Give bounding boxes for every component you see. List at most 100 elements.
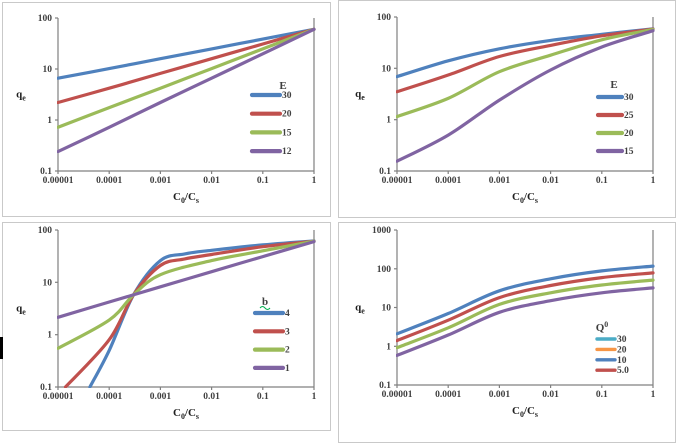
y-tick-label: 0.1	[379, 381, 391, 391]
legend-label: 4	[285, 309, 290, 319]
x-tick-label: 1	[651, 390, 656, 400]
x-tick-label: 0.0001	[96, 392, 122, 402]
x-tick-label: 0.1	[257, 176, 269, 186]
legend-title: b	[262, 296, 268, 308]
y-tick-label: 0.1	[40, 383, 52, 393]
x-axis-title: C0/Cs	[512, 405, 538, 419]
y-tick-label: 10	[382, 64, 392, 74]
x-tick-label: 0.01	[542, 390, 559, 400]
legend-label: 2	[285, 346, 290, 356]
legend-title: E	[610, 79, 617, 91]
x-tick-label: 0.00001	[382, 176, 413, 186]
legend: b 4 3 2 1	[252, 296, 290, 374]
x-tick-label: 0.001	[150, 392, 172, 402]
legend-label: 20	[282, 110, 292, 120]
plot-area	[57, 239, 316, 388]
legend-label: 30	[624, 93, 634, 103]
chart-panel-bottom-left[interactable]: 0.00001 0.0001 0.001 0.01 0.1 1 0.1 1 10 100 C0/Cs…	[2, 222, 331, 431]
legend-label: 5.0	[617, 366, 629, 376]
chart-bottom-left: 0.00001 0.0001 0.001 0.01 0.1 1 0.1 1 10 100 C0/Cs…	[16, 226, 317, 421]
y-tick-label: 1	[47, 331, 52, 341]
y-tick-label: 1	[386, 342, 391, 352]
grammar-squiggle-underline	[259, 306, 271, 310]
x-tick-label: 0.00001	[43, 176, 74, 186]
legend-label: 12	[282, 147, 292, 157]
x-tick-label: 0.1	[596, 390, 608, 400]
legend-label: 15	[282, 128, 292, 138]
legend-label: 20	[617, 345, 627, 355]
x-tick-label: 0.001	[489, 390, 511, 400]
x-axis-title: C0/Cs	[512, 191, 538, 205]
legend-label: 1	[285, 364, 290, 374]
series-line-4	[88, 239, 316, 388]
x-tick-label: 0.01	[203, 176, 220, 186]
chart-top-left: 0.00001 0.0001 0.001 0.01 0.1 1 0.1 1 10 100 C0/Cs…	[16, 14, 317, 205]
legend: E30 20 15 12	[249, 80, 292, 157]
y-tick-label: 0.1	[40, 167, 52, 177]
plot-area	[396, 27, 655, 163]
y-tick-label: 10	[382, 304, 392, 314]
y-tick-label: 0.1	[379, 167, 391, 177]
x-tick-label: 0.1	[596, 176, 608, 186]
legend-title: E	[279, 80, 286, 92]
series-line-line-2	[396, 271, 655, 343]
y-tick-label: 10	[43, 278, 53, 288]
y-axis-title: qe	[355, 88, 365, 102]
chart-panel-bottom-right[interactable]: 0.00001 0.0001 0.001 0.01 0.1 1 0.1 1 10 100 1000 C…	[338, 222, 676, 443]
text-cursor-artifact	[0, 337, 3, 359]
x-tick-label: 0.00001	[382, 390, 413, 400]
series-line-line-4	[396, 286, 655, 357]
x-tick-label: 0.0001	[435, 390, 461, 400]
x-tick-label: 0.00001	[43, 392, 74, 402]
y-tick-label: 100	[377, 13, 392, 23]
plot-area	[57, 27, 316, 154]
y-tick-label: 1000	[372, 226, 391, 236]
y-tick-label: 1	[386, 116, 391, 126]
x-axis-title: C0/Cs	[173, 191, 199, 205]
chart-panel-top-left[interactable]: 0.00001 0.0001 0.001 0.01 0.1 1 0.1 1 10 100 C0/Cs…	[2, 2, 331, 217]
x-tick-label: 0.001	[489, 176, 511, 186]
series-line-20	[396, 27, 655, 119]
series-line-15	[396, 29, 655, 163]
legend-label: 10	[617, 356, 627, 366]
series-line-15	[57, 27, 316, 129]
plot-area	[396, 264, 655, 357]
y-tick-label: 100	[38, 14, 53, 24]
y-tick-label: 10	[43, 65, 53, 75]
legend-label: 25	[624, 111, 634, 121]
x-tick-label: 0.1	[257, 392, 269, 402]
chart-top-right: 0.00001 0.0001 0.001 0.01 0.1 1 0.1 1 10 100 C0/Cs…	[355, 13, 656, 205]
legend-label: 15	[624, 147, 634, 157]
x-tick-label: 1	[312, 176, 317, 186]
legend: E 30 25 20 15	[595, 79, 634, 157]
series-line-20	[57, 27, 316, 105]
legend-label: 30	[282, 91, 292, 101]
x-tick-label: 0.0001	[435, 176, 461, 186]
y-tick-label: 1	[47, 116, 52, 126]
legend-label: 20	[624, 129, 634, 139]
series-line-30	[57, 27, 316, 80]
chart-bottom-right: 0.00001 0.0001 0.001 0.01 0.1 1 0.1 1 10 100 1000 C…	[355, 226, 656, 419]
y-tick-label: 100	[377, 265, 392, 275]
series-line-3	[63, 239, 316, 388]
x-axis-title: C0/Cs	[173, 407, 199, 421]
x-tick-label: 0.01	[203, 392, 220, 402]
legend-label: 30	[617, 335, 627, 345]
legend-label: 3	[285, 327, 290, 337]
x-tick-label: 0.001	[150, 176, 172, 186]
legend-title: Q0	[596, 320, 609, 334]
x-tick-label: 1	[312, 392, 317, 402]
x-tick-label: 1	[651, 176, 656, 186]
chart-panel-top-right[interactable]: 0.00001 0.0001 0.001 0.01 0.1 1 0.1 1 10 100 C0/Cs…	[338, 0, 676, 218]
series-line-line-3	[396, 278, 655, 350]
series-line-25	[396, 27, 655, 94]
series-line-line-1	[396, 264, 655, 336]
y-axis-title: qe	[16, 89, 26, 103]
y-tick-label: 100	[38, 226, 53, 236]
x-tick-label: 0.0001	[96, 176, 122, 186]
series-line-12	[57, 27, 316, 154]
y-axis-title: qe	[355, 302, 365, 316]
x-tick-label: 0.01	[542, 176, 559, 186]
